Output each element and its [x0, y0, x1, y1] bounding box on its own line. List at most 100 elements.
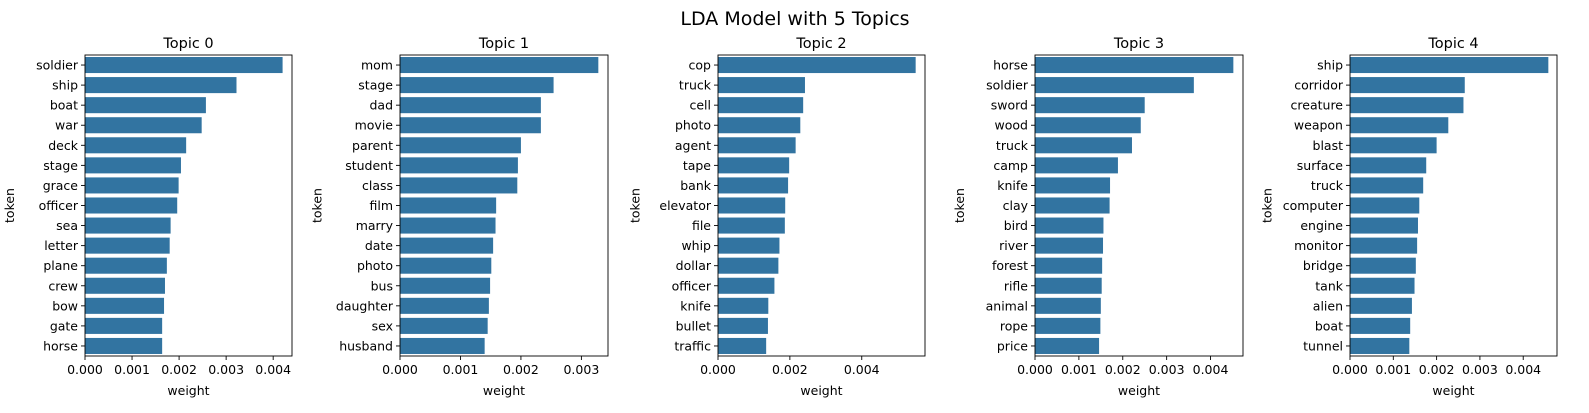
ytick-label-class: class	[362, 178, 393, 193]
ytick-label-ship: ship	[52, 78, 78, 93]
x-axis-label: weight	[167, 383, 209, 398]
bar-horse	[85, 337, 163, 354]
x-axis-label: weight	[800, 383, 842, 398]
bar-blast	[1350, 137, 1437, 154]
bar-engine	[1350, 217, 1418, 234]
ytick-label-truck: truck	[1311, 178, 1344, 193]
ytick-label-cell: cell	[689, 98, 711, 113]
bar-plane	[85, 257, 167, 274]
ytick-label-plane: plane	[43, 258, 78, 273]
figure-title: LDA Model with 5 Topics	[680, 8, 909, 30]
ytick-label-bullet: bullet	[676, 318, 711, 333]
bar-dad	[400, 97, 541, 114]
ytick-label-student: student	[345, 158, 393, 173]
ytick-label-horse: horse	[993, 58, 1028, 73]
ytick-label-husband: husband	[339, 338, 393, 353]
ytick-label-animal: animal	[986, 298, 1028, 313]
bar-truck	[718, 77, 805, 94]
bar-cell	[718, 97, 804, 114]
ytick-label-letter: letter	[44, 238, 79, 253]
bar-mom	[400, 57, 599, 74]
ytick-label-photo: photo	[357, 258, 393, 273]
bar-whip	[718, 237, 780, 254]
ytick-label-corridor: corridor	[1294, 78, 1344, 93]
xtick-label: 0.004	[255, 362, 291, 377]
bar-soldier	[1035, 77, 1194, 94]
ytick-label-clay: clay	[1003, 198, 1029, 213]
bar-photo	[718, 117, 801, 134]
topic-panel-3: horse soldier sword wood truck camp knife clay b…	[952, 36, 1244, 398]
xtick-label: 0.003	[563, 362, 599, 377]
bar-camp	[1035, 157, 1118, 174]
xtick-label: 0.001	[114, 362, 150, 377]
bar-sex	[400, 317, 488, 334]
ytick-label-price: price	[997, 338, 1028, 353]
bar-traffic	[718, 337, 767, 354]
bar-boat	[1350, 317, 1411, 334]
bar-tape	[718, 157, 790, 174]
ytick-label-marry: marry	[356, 218, 394, 233]
bar-film	[400, 197, 497, 214]
ytick-label-date: date	[365, 238, 393, 253]
bar-bow	[85, 297, 165, 314]
bar-corridor	[1350, 77, 1465, 94]
panel-title: Topic 1	[478, 36, 529, 52]
xtick-label: 0.002	[772, 362, 808, 377]
bar-parent	[400, 137, 521, 154]
xtick-label: 0.003	[208, 362, 244, 377]
ytick-label-war: war	[55, 118, 79, 133]
bar-surface	[1350, 157, 1427, 174]
y-axis-label: token	[628, 188, 643, 223]
bar-knife	[1035, 177, 1111, 194]
xtick-label: 0.000	[67, 362, 103, 377]
xtick-label: 0.000	[700, 362, 736, 377]
ytick-label-bank: bank	[680, 178, 712, 193]
ytick-label-daughter: daughter	[336, 298, 394, 313]
ytick-label-traffic: traffic	[674, 338, 711, 353]
ytick-label-movie: movie	[355, 118, 394, 133]
axes-frame	[84, 54, 293, 357]
bar-photo	[400, 257, 492, 274]
xtick-label: 0.004	[1505, 362, 1541, 377]
ytick-label-whip: whip	[681, 238, 711, 253]
ytick-label-horse: horse	[43, 338, 78, 353]
bar-sword	[1035, 97, 1145, 114]
bar-rope	[1035, 317, 1101, 334]
bar-letter	[85, 237, 170, 254]
axes-frame	[399, 54, 609, 357]
ytick-label-sword: sword	[991, 98, 1028, 113]
axes-frame	[1034, 54, 1244, 357]
bar-monitor	[1350, 237, 1418, 254]
ytick-label-forest: forest	[992, 258, 1028, 273]
ytick-label-tunnel: tunnel	[1303, 338, 1343, 353]
ytick-label-parent: parent	[352, 138, 393, 153]
bar-river	[1035, 237, 1104, 254]
bar-knife	[718, 297, 769, 314]
xtick-label: 0.001	[443, 362, 479, 377]
bar-stage	[85, 157, 181, 174]
ytick-label-deck: deck	[48, 138, 78, 153]
xtick-label: 0.003	[1462, 362, 1498, 377]
axes-frame	[717, 54, 926, 357]
ytick-label-officer: officer	[672, 278, 712, 293]
y-axis-label: token	[1260, 188, 1275, 223]
ytick-label-knife: knife	[680, 298, 711, 313]
bar-truck	[1035, 137, 1132, 154]
topic-panel-2: cop truck cell photo agent tape bank elevator fi…	[628, 36, 926, 398]
panels: soldier ship boat war deck stage grace officer s…	[2, 36, 1558, 398]
ytick-label-agent: agent	[675, 138, 711, 153]
ytick-label-bus: bus	[371, 278, 393, 293]
ytick-label-knife: knife	[997, 178, 1028, 193]
bar-ship	[85, 77, 237, 94]
bar-soldier	[85, 57, 283, 74]
ytick-label-computer: computer	[1283, 198, 1344, 213]
bar-bridge	[1350, 257, 1416, 274]
ytick-label-ship: ship	[1317, 58, 1343, 73]
bar-computer	[1350, 197, 1420, 214]
ytick-label-tank: tank	[1315, 278, 1343, 293]
ytick-label-monitor: monitor	[1294, 238, 1344, 253]
y-axis-label: token	[952, 188, 967, 223]
bar-rifle	[1035, 277, 1102, 294]
bar-tank	[1350, 277, 1415, 294]
bar-movie	[400, 117, 541, 134]
